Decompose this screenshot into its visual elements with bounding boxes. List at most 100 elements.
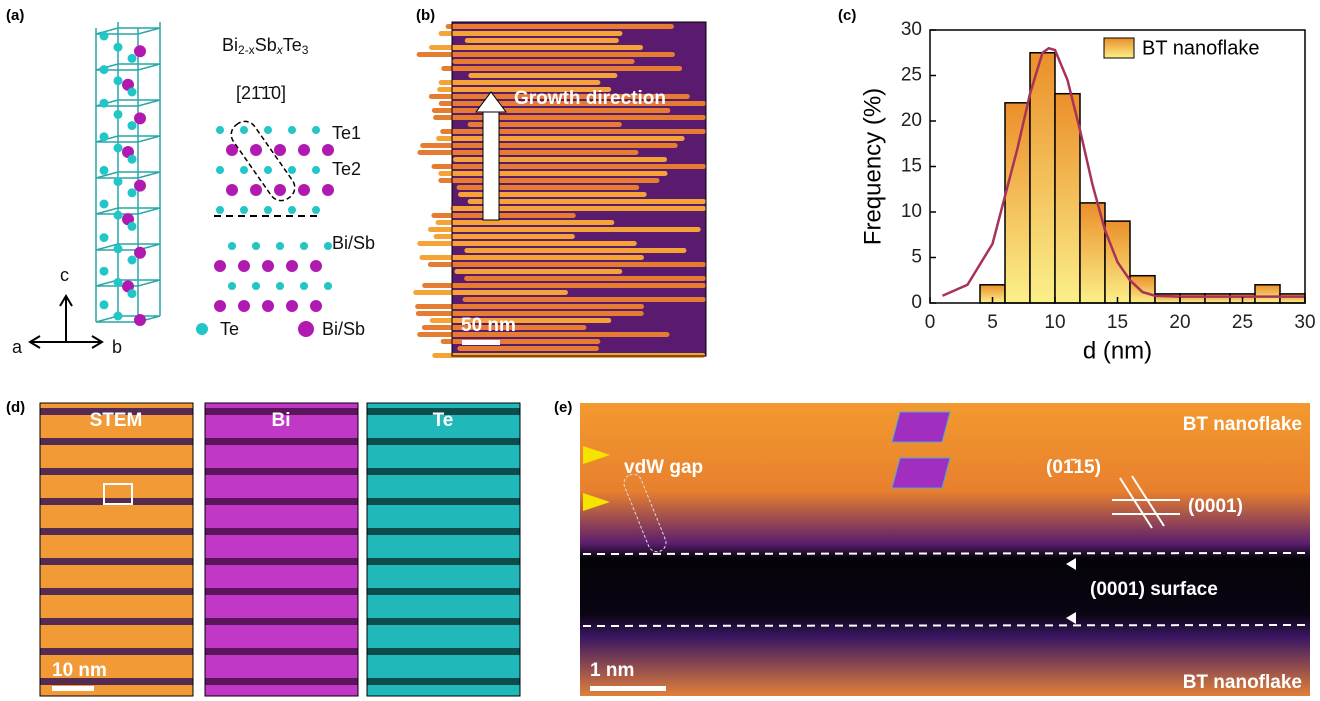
dark-band	[205, 678, 358, 685]
scale-bar	[590, 686, 666, 691]
dark-band	[367, 468, 520, 475]
atom	[322, 144, 334, 156]
arrow	[475, 91, 507, 113]
atom	[214, 260, 226, 272]
gap-label: vdW gap	[624, 457, 703, 478]
bar	[1254, 284, 1281, 304]
lamella	[438, 31, 623, 36]
atom	[298, 184, 310, 196]
dark-band	[40, 438, 193, 445]
atom	[288, 206, 296, 214]
lamella	[437, 87, 612, 92]
atom	[127, 188, 137, 198]
atom	[113, 42, 123, 52]
lamella	[456, 185, 640, 190]
direction: [21̄1̄0]	[236, 83, 286, 103]
atom	[113, 177, 123, 187]
atom	[134, 179, 146, 192]
atom	[214, 300, 226, 312]
lamella	[428, 227, 701, 232]
site-label: Bi/Sb	[332, 233, 375, 253]
map-label: STEM	[90, 410, 143, 431]
panel-label: (b)	[416, 7, 435, 24]
map	[40, 403, 193, 696]
atom	[300, 282, 308, 290]
lamella	[417, 332, 670, 337]
dark-band	[40, 648, 193, 655]
atom	[312, 166, 320, 174]
dark-band	[367, 528, 520, 535]
atom	[300, 242, 308, 250]
lamella	[464, 248, 687, 253]
dark-band	[367, 438, 520, 445]
y-tick-label: 15	[901, 156, 922, 177]
atom	[324, 282, 332, 290]
legend-swatch	[196, 323, 208, 335]
lamella	[438, 171, 668, 176]
atom	[276, 282, 284, 290]
plane-label: (01̄15)	[1046, 457, 1101, 478]
y-axis-label: Frequency (%)	[859, 88, 886, 245]
atom	[127, 255, 137, 265]
micrograph	[580, 403, 1310, 696]
dark-band	[205, 438, 358, 445]
frame	[451, 21, 707, 357]
lamella	[433, 115, 706, 120]
atom	[113, 277, 123, 287]
dark-band	[205, 558, 358, 565]
frame	[39, 402, 194, 697]
polyhedron	[891, 411, 951, 443]
axis-label: b	[112, 337, 122, 357]
gap-marker	[583, 446, 610, 511]
cell-edge	[95, 243, 161, 251]
dark-band	[367, 408, 520, 415]
map-label: Bi	[272, 410, 291, 431]
x-tick-label: 0	[925, 312, 936, 333]
y-tick-label: 25	[901, 65, 922, 86]
dark-band	[205, 528, 358, 535]
atom	[99, 165, 109, 175]
axis-arrows	[28, 294, 104, 349]
lamella	[468, 73, 618, 78]
lamella	[464, 38, 619, 43]
atom	[250, 144, 262, 156]
dark-band	[367, 648, 520, 655]
site-label: Te1	[332, 123, 361, 143]
scale-bar	[462, 340, 500, 345]
atom	[127, 121, 137, 131]
atom	[226, 184, 238, 196]
material-label: BT nanoflake	[1183, 414, 1302, 435]
formula: Bi2-xSbxTe3	[222, 35, 309, 57]
map	[205, 403, 358, 696]
lamella	[435, 220, 615, 225]
frame	[204, 402, 359, 697]
atom	[99, 300, 109, 310]
atom	[134, 45, 146, 58]
lamella	[431, 164, 706, 169]
lamella	[415, 304, 645, 309]
atom	[216, 206, 224, 214]
dark-band	[40, 528, 193, 535]
y-tick-label: 20	[901, 110, 922, 131]
cell-edge	[95, 207, 161, 215]
panel-label: (d)	[6, 399, 25, 416]
atom	[240, 206, 248, 214]
bar	[1129, 274, 1156, 304]
map-label: Te	[433, 410, 454, 431]
dark-band	[367, 618, 520, 625]
atom	[240, 166, 248, 174]
y-tick-label: 0	[911, 292, 922, 313]
lamella	[417, 241, 637, 246]
dark-band	[205, 618, 358, 625]
axis-label: a	[12, 337, 23, 357]
lamella	[452, 157, 668, 162]
scale-label: 50 nm	[461, 315, 516, 336]
y-tick-label: 10	[901, 201, 922, 222]
dark-band	[40, 588, 193, 595]
atom	[286, 260, 298, 272]
dark-band	[40, 468, 193, 475]
lamella	[415, 311, 644, 316]
dark-band	[40, 678, 193, 685]
panel-label: (a)	[6, 7, 24, 24]
